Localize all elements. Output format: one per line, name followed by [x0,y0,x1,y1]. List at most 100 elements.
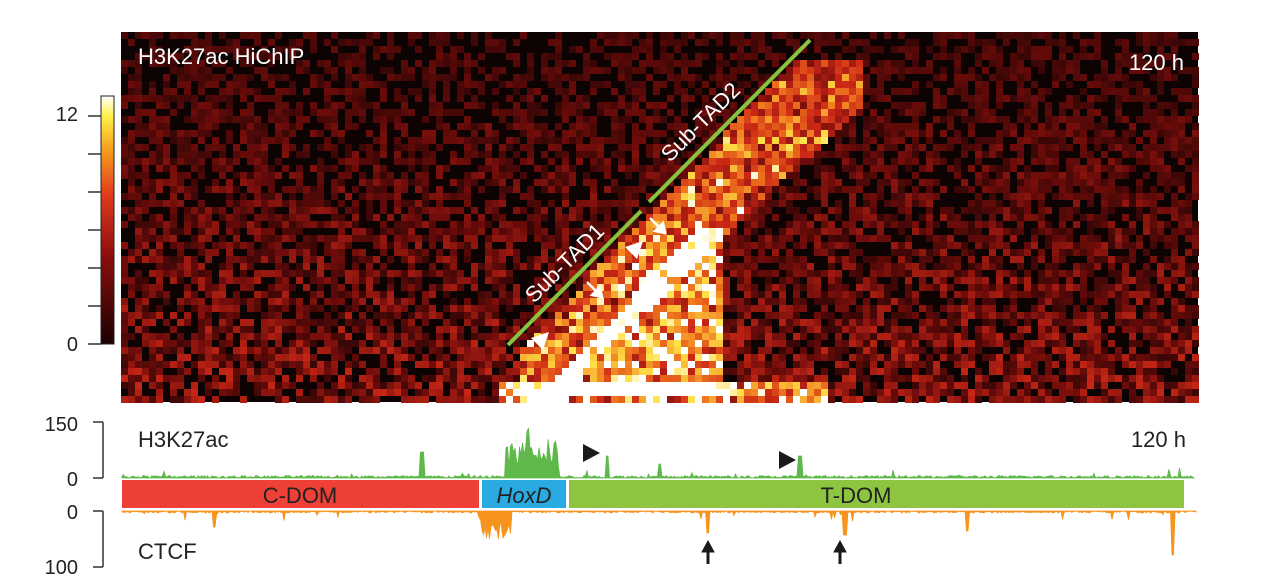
heatmap-cell [331,67,338,74]
heatmap-cell [786,221,793,228]
heatmap-cell [653,298,660,305]
heatmap-cell [891,144,898,151]
heatmap-cell [331,263,338,270]
heatmap-cell [1115,88,1122,95]
heatmap-cell [583,235,590,242]
heatmap-cell [1059,172,1066,179]
heatmap-cell [1010,277,1017,284]
heatmap-cell [961,137,968,144]
heatmap-cell [737,186,744,193]
heatmap-cell [681,172,688,179]
heatmap-cell [275,102,282,109]
heatmap-cell [597,46,604,53]
heatmap-cell [303,249,310,256]
heatmap-cell [534,228,541,235]
heatmap-cell [688,214,695,221]
heatmap-cell [1073,67,1080,74]
heatmap-cell [457,228,464,235]
heatmap-cell [821,102,828,109]
heatmap-cell [716,32,723,39]
heatmap-cell [618,312,625,319]
heatmap-cell [191,46,198,53]
heatmap-cell [184,193,191,200]
heatmap-cell [443,340,450,347]
heatmap-cell [534,319,541,326]
heatmap-cell [1122,95,1129,102]
heatmap-cell [835,81,842,88]
heatmap-cell [898,74,905,81]
heatmap-cell [758,242,765,249]
heatmap-cell [338,39,345,46]
heatmap-cell [632,333,639,340]
heatmap-cell [443,130,450,137]
heatmap-cell [156,312,163,319]
heatmap-cell [464,347,471,354]
heatmap-cell [646,74,653,81]
heatmap-cell [1171,235,1178,242]
heatmap-cell [1136,81,1143,88]
heatmap-cell [912,186,919,193]
heatmap-cell [205,277,212,284]
heatmap-cell [940,39,947,46]
heatmap-cell [205,284,212,291]
heatmap-cell [324,326,331,333]
heatmap-cell [268,347,275,354]
heatmap-cell [1038,284,1045,291]
heatmap-cell [415,214,422,221]
heatmap-cell [947,263,954,270]
heatmap-cell [177,158,184,165]
heatmap-cell [128,214,135,221]
heatmap-cell [1101,151,1108,158]
heatmap-cell [772,186,779,193]
heatmap-cell [590,116,597,123]
heatmap-cell [212,228,219,235]
heatmap-cell [877,333,884,340]
heatmap-cell [1073,284,1080,291]
heatmap-cell [821,172,828,179]
heatmap-cell [457,333,464,340]
heatmap-cell [849,326,856,333]
heatmap-cell [674,312,681,319]
heatmap-cell [205,109,212,116]
heatmap-cell [156,270,163,277]
heatmap-cell [716,347,723,354]
heatmap-cell [709,249,716,256]
heatmap-cell [471,39,478,46]
heatmap-cell [1178,312,1185,319]
heatmap-cell [1185,284,1192,291]
heatmap-cell [667,256,674,263]
heatmap-cell [842,263,849,270]
heatmap-cell [226,319,233,326]
heatmap-cell [142,284,149,291]
heatmap-cell [1178,186,1185,193]
heatmap-cell [303,347,310,354]
heatmap-cell [1094,165,1101,172]
heatmap-cell [1024,326,1031,333]
heatmap-cell [863,347,870,354]
heatmap-cell [1059,193,1066,200]
heatmap-cell [296,200,303,207]
heatmap-cell [1024,340,1031,347]
heatmap-cell [1136,179,1143,186]
heatmap-cell [800,228,807,235]
heatmap-cell [954,137,961,144]
heatmap-cell [485,165,492,172]
heatmap-cell [1108,130,1115,137]
heatmap-cell [660,158,667,165]
heatmap-cell [149,347,156,354]
heatmap-cell [471,144,478,151]
heatmap-cell [275,284,282,291]
heatmap-cell [310,200,317,207]
heatmap-cell [709,340,716,347]
heatmap-cell [555,354,562,361]
heatmap-cell [1094,326,1101,333]
heatmap-cell [226,277,233,284]
heatmap-cell [737,151,744,158]
heatmap-cell [513,249,520,256]
heatmap-cell [1066,60,1073,67]
heatmap-cell [555,242,562,249]
heatmap-cell [506,158,513,165]
heatmap-cell [527,95,534,102]
heatmap-cell [415,312,422,319]
heatmap-cell [212,165,219,172]
